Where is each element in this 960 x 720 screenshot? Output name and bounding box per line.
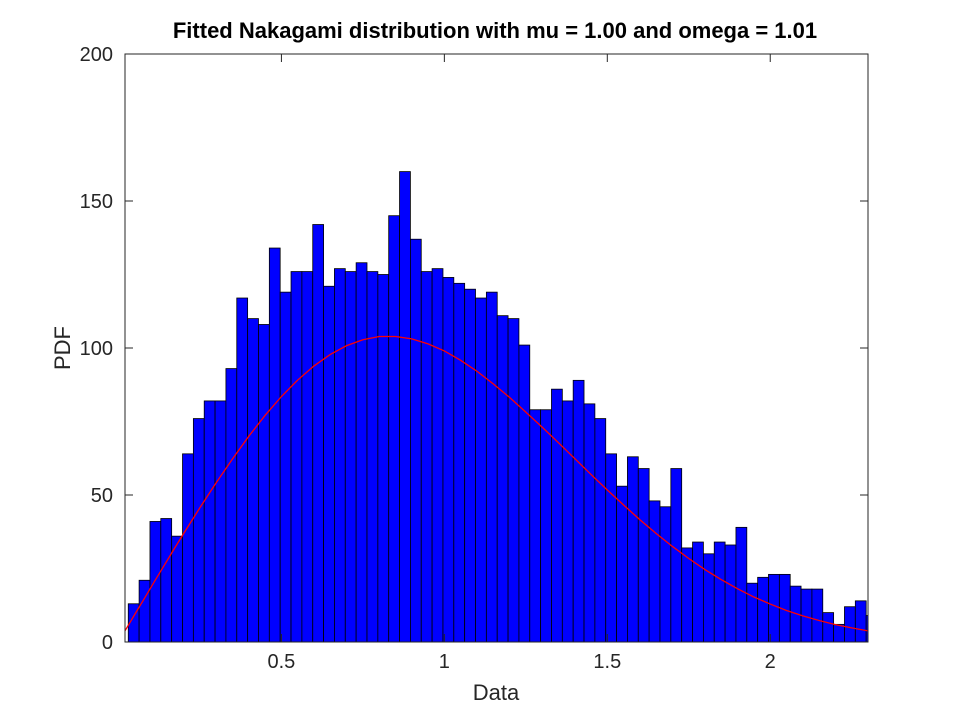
histogram-bar [670, 468, 683, 643]
y-tick-label: 100 [80, 338, 113, 360]
histogram-bar [496, 315, 509, 643]
histogram-bar [768, 573, 780, 643]
histogram-bar [388, 215, 400, 643]
histogram-bars [127, 171, 869, 643]
histogram-bar [844, 606, 856, 643]
histogram-bar [822, 612, 835, 643]
y-tick-label: 150 [80, 191, 113, 213]
chart-title: Fitted Nakagami distribution with mu = 1… [173, 18, 817, 43]
x-tick-label: 0.5 [268, 651, 296, 673]
histogram-bar [312, 224, 324, 643]
histogram-bar [616, 485, 628, 643]
histogram-bar [182, 453, 194, 643]
histogram-bar [833, 623, 845, 643]
histogram-bar [160, 518, 173, 643]
fitted-pdf-curve [124, 335, 869, 632]
x-tick-label: 1 [439, 651, 450, 673]
histogram-bar [399, 171, 411, 643]
histogram-bar [681, 547, 693, 643]
histogram-bar [420, 271, 433, 643]
histogram-bar [561, 400, 574, 643]
histogram-bar [366, 271, 379, 643]
histogram-bar [236, 297, 249, 643]
x-tick-label: 1.5 [593, 651, 621, 673]
axis-ticks: 0.5 1 1.5 2 0 50 100 150 200 [80, 44, 868, 673]
y-axis-label: PDF [50, 326, 75, 370]
histogram-bar [735, 526, 748, 643]
histogram-bar [334, 268, 346, 643]
histogram-bar [518, 344, 531, 643]
histogram-bar [344, 271, 357, 643]
histogram-bar [757, 576, 769, 643]
histogram-bar [149, 521, 162, 643]
histogram-bar [507, 318, 520, 643]
histogram-bar [648, 500, 661, 643]
histogram-bar [692, 541, 704, 643]
y-tick-label: 200 [80, 44, 113, 66]
histogram-bar [323, 285, 335, 643]
histogram-bar [627, 456, 639, 643]
x-tick-label: 2 [765, 651, 776, 673]
histogram-bar [746, 582, 759, 643]
histogram-bar [225, 368, 238, 643]
histogram-bar [724, 544, 737, 643]
histogram-bar [409, 238, 422, 643]
histogram-bar [551, 388, 563, 643]
histogram-bar [138, 579, 151, 643]
histogram-bar [268, 247, 281, 643]
histogram-bar [453, 282, 466, 643]
histogram-bar [279, 291, 292, 643]
histogram-bar [258, 324, 270, 643]
histogram-bar [637, 468, 650, 643]
histogram-bar [605, 453, 617, 643]
histogram-bar [703, 553, 715, 643]
histogram-bar [594, 418, 607, 643]
histogram-bar [540, 409, 552, 643]
histogram-bar [854, 600, 867, 643]
histogram-bar [572, 379, 585, 643]
histogram-bar [377, 274, 390, 643]
histogram-bar [713, 541, 726, 643]
histogram-bar [247, 318, 259, 643]
histogram-bar [464, 288, 476, 643]
histogram-bar [811, 588, 824, 643]
histogram-bar [529, 409, 542, 643]
histogram-bar [301, 271, 314, 643]
histogram-bar [659, 506, 672, 643]
histogram-bar [485, 291, 498, 643]
histogram-bar [475, 297, 487, 643]
histogram-bar [203, 400, 216, 643]
y-tick-label: 0 [102, 632, 113, 654]
histogram-bar [442, 277, 455, 643]
histogram-bar [171, 535, 183, 643]
histogram-bar [355, 262, 368, 643]
histogram-bar [192, 418, 205, 643]
y-tick-label: 50 [91, 485, 113, 507]
x-axis-label: Data [473, 680, 520, 705]
histogram-bar [214, 400, 227, 643]
histogram-bar [583, 403, 596, 643]
histogram-bar [290, 271, 303, 643]
histogram-bar [431, 268, 444, 643]
